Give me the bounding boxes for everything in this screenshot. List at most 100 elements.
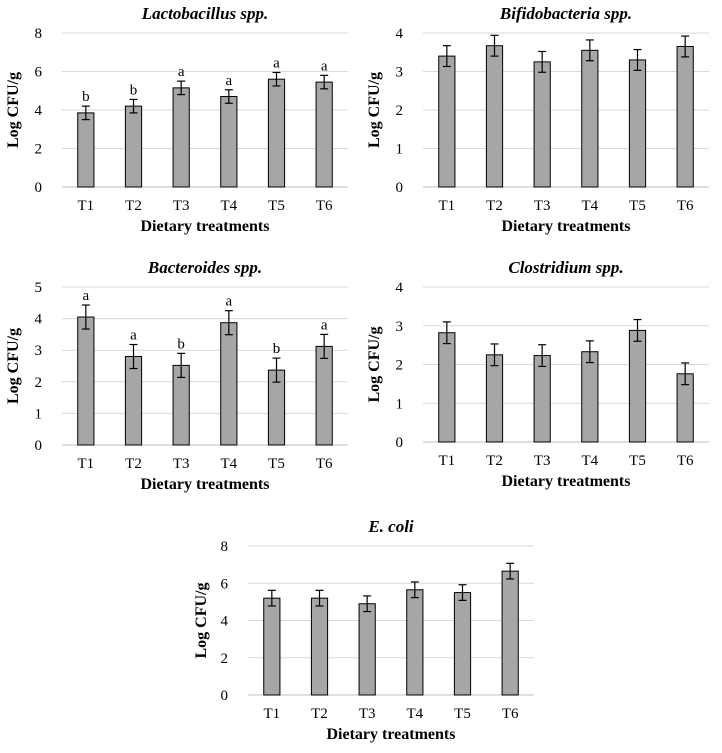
y-tick-label: 4 [35,103,43,119]
x-tick-label: T1 [438,198,455,214]
bar [581,49,599,188]
y-tick-label: 0 [221,688,229,704]
y-tick-label: 0 [35,438,43,454]
bar [406,589,424,696]
y-tick-label: 4 [35,312,43,328]
y-tick-label: 0 [396,180,404,196]
x-tick-label: T6 [677,453,694,469]
x-tick-label: T3 [359,706,376,722]
chart-title: Clostridium spp. [508,258,623,277]
y-axis-label: Log CFU/g [366,327,383,403]
chart-bacteroides: 0 1 2 3 4 5 a T1 a T2 b T3 a T4 b T5 a T6 Bacteroides spp.… [5,258,348,493]
bar [172,87,190,188]
chart-bifidobacteria: 0 1 2 3 4 T1 T2 T3 T4 T5 T6 Bifidobacteria spp. Diet… [366,4,709,235]
significance-letter: a [130,328,137,344]
bar [533,61,551,188]
chart-lactobacillus: 0 2 4 6 8 b T1 b T2 a T3 a T4 a T5 a T6 Lactobacillus spp… [5,4,348,235]
x-tick-label: T6 [502,706,519,722]
bar [124,356,143,446]
bar [77,112,95,188]
bar [453,592,472,696]
significance-letter: a [225,73,232,89]
bar [315,345,333,446]
significance-letter: b [177,336,185,352]
y-tick-label: 4 [221,614,229,630]
x-tick-label: T5 [268,456,285,472]
x-tick-label: T5 [268,198,285,214]
x-tick-label: T4 [581,453,598,469]
x-tick-label: T5 [454,706,471,722]
x-axis-label: Dietary treatments [141,218,270,235]
x-tick-label: T6 [316,198,333,214]
y-axis-label: Log CFU/g [5,72,22,148]
x-tick-label: T6 [316,456,333,472]
x-tick-label: T1 [438,453,455,469]
bar [676,45,694,188]
y-tick-label: 1 [35,406,43,422]
chart-clostridium: 0 1 2 3 4 T1 T2 T3 T4 T5 T6 Clostridium spp. Dietary… [366,258,709,490]
x-tick-label: T2 [125,456,142,472]
chart-title: Lactobacillus spp. [141,4,269,23]
bar [628,59,647,188]
bar [263,597,281,696]
bar [485,45,504,188]
y-tick-label: 3 [396,319,404,335]
x-tick-label: T2 [486,198,503,214]
bar [581,351,599,443]
x-tick-label: T2 [311,706,328,722]
x-tick-label: T1 [77,198,94,214]
significance-letter: a [273,55,280,71]
bar [501,570,519,696]
y-tick-label: 4 [396,26,404,42]
x-tick-label: T3 [534,198,551,214]
y-tick-label: 0 [35,180,43,196]
y-axis-label: Log CFU/g [5,328,22,404]
x-tick-label: T1 [263,706,280,722]
chart-title: E. coli [367,517,414,536]
x-axis-label: Dietary treatments [502,218,631,235]
y-tick-label: 0 [396,435,404,451]
x-axis-label: Dietary treatments [141,476,270,493]
y-tick-label: 1 [396,142,404,158]
x-tick-label: T3 [534,453,551,469]
y-tick-label: 2 [396,358,404,374]
bar [267,78,286,188]
y-tick-label: 4 [396,280,404,296]
x-axis-label: Dietary treatments [502,473,631,490]
y-tick-label: 3 [396,65,404,81]
significance-letter: b [130,82,138,98]
x-tick-label: T5 [629,198,646,214]
bar [628,329,647,443]
x-tick-label: T2 [125,198,142,214]
y-tick-label: 5 [35,280,43,296]
bar [315,81,333,188]
bar [77,316,95,446]
y-tick-label: 6 [221,576,229,592]
bar [358,603,376,696]
y-tick-label: 2 [221,651,229,667]
y-tick-label: 2 [396,103,404,119]
y-tick-label: 2 [35,142,43,158]
x-tick-label: T5 [629,453,646,469]
bar [220,96,238,188]
y-tick-label: 8 [35,26,43,42]
y-tick-label: 6 [35,65,43,81]
x-tick-label: T6 [677,198,694,214]
y-tick-label: 1 [396,396,404,412]
y-tick-label: 2 [35,375,43,391]
bar [438,332,456,443]
bar [485,354,504,443]
significance-letter: b [273,341,281,357]
significance-letter: a [321,317,328,333]
x-tick-label: T4 [220,198,237,214]
x-axis-label: Dietary treatments [327,726,456,743]
bar [438,55,456,188]
x-tick-label: T4 [220,456,237,472]
bar [220,322,238,446]
significance-letter: b [82,89,90,105]
chart-title: Bacteroides spp. [147,258,262,277]
y-tick-label: 8 [221,539,229,555]
x-tick-label: T1 [77,456,94,472]
chart-e-coli: 0 2 4 6 8 T1 T2 T3 T4 T5 T6 E. coli Dietary treatmen… [193,517,534,743]
bar [310,597,329,696]
